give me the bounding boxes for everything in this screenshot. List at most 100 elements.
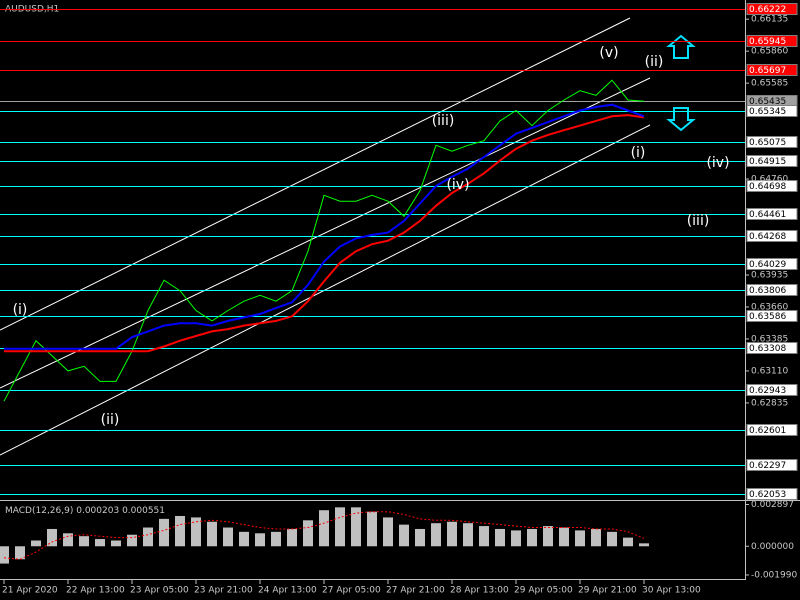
y-tick-label: 0.64760 xyxy=(751,175,788,185)
level-label-box xyxy=(746,230,798,242)
histogram-bar xyxy=(159,518,169,547)
histogram-bar xyxy=(335,507,345,547)
level-label-box xyxy=(746,136,798,148)
level-label-box xyxy=(746,424,798,436)
x-tick-label: 30 Apr 13:00 xyxy=(642,586,701,596)
histogram-bar xyxy=(351,507,361,547)
y-tick-label: 0.63110 xyxy=(751,366,788,376)
histogram-bar xyxy=(527,528,537,547)
series-line xyxy=(4,103,645,350)
histogram-bar xyxy=(15,546,25,560)
histogram-bar xyxy=(575,530,585,547)
histogram-bar xyxy=(639,543,649,547)
histogram-bar xyxy=(255,533,265,547)
histogram-bar xyxy=(79,536,89,547)
histogram-bar xyxy=(383,517,393,547)
histogram-bar xyxy=(143,527,153,547)
histogram-bar xyxy=(271,531,281,547)
histogram-bar xyxy=(303,520,313,547)
histogram-bar xyxy=(239,531,249,547)
level-label: 0.65435 xyxy=(749,97,786,107)
histogram-bar xyxy=(319,510,329,547)
level-label-box xyxy=(746,35,798,47)
level-label-box xyxy=(746,208,798,220)
indicator-value: 0.000203 xyxy=(76,506,119,516)
wave-label: (v) xyxy=(599,45,618,61)
x-tick-label: 29 Apr 21:00 xyxy=(578,586,637,596)
histogram-bar xyxy=(607,531,617,547)
histogram-bar xyxy=(447,521,457,547)
histogram-bar xyxy=(543,526,553,547)
histogram-bar xyxy=(367,511,377,547)
histogram-bar xyxy=(127,534,137,547)
level-label: 0.62053 xyxy=(749,490,786,500)
y-tick-label: 0.000000 xyxy=(751,542,794,552)
wave-label: (i) xyxy=(631,145,646,161)
level-label: 0.62297 xyxy=(749,461,786,471)
y-tick-label: 0.63935 xyxy=(751,271,788,281)
level-label: 0.65945 xyxy=(749,37,786,47)
histogram-bar xyxy=(95,539,105,547)
y-tick-label: 0.65860 xyxy=(751,47,788,57)
level-label-box xyxy=(746,284,798,296)
level-label-box xyxy=(746,384,798,396)
histogram-bar xyxy=(495,528,505,547)
channel-line xyxy=(0,77,651,389)
x-tick-label: 22 Apr 13:00 xyxy=(66,586,125,596)
x-tick-label: 23 Apr 05:00 xyxy=(130,586,189,596)
level-label: 0.64268 xyxy=(749,232,786,242)
level-label-box xyxy=(746,488,798,500)
level-label: 0.64698 xyxy=(749,182,786,192)
wave-label: (ii) xyxy=(645,54,664,70)
level-label-box xyxy=(746,64,798,76)
y-tick-label: 0.63385 xyxy=(751,334,788,344)
x-tick-label: 21 Apr 2020 xyxy=(2,586,58,596)
level-label: 0.62943 xyxy=(749,386,786,396)
histogram-bar xyxy=(431,523,441,547)
histogram-bar xyxy=(0,546,9,564)
y-tick-label: 0.63660 xyxy=(751,302,788,312)
wave-label: (iii) xyxy=(432,113,455,129)
level-label: 0.65697 xyxy=(749,66,786,76)
level-label: 0.63806 xyxy=(749,286,786,296)
indicator-name: MACD(12,26,9) xyxy=(5,506,73,516)
level-label: 0.64915 xyxy=(749,157,786,167)
level-label-box xyxy=(746,459,798,471)
histogram-bar xyxy=(111,540,121,547)
y-tick-label: -0.001990 xyxy=(751,570,797,580)
x-tick-label: 24 Apr 13:00 xyxy=(258,586,317,596)
histogram-bar xyxy=(591,528,601,547)
level-label-box xyxy=(746,180,798,192)
wave-label: (iv) xyxy=(706,155,729,171)
level-label-box xyxy=(746,342,798,354)
histogram-bar xyxy=(511,530,521,547)
x-tick-label: 23 Apr 21:00 xyxy=(194,586,253,596)
level-label-box xyxy=(746,310,798,322)
x-tick-label: 27 Apr 05:00 xyxy=(322,586,381,596)
level-label: 0.62601 xyxy=(749,426,786,436)
histogram-bar xyxy=(399,524,409,547)
down-arrow xyxy=(666,107,696,132)
x-tick-label: 29 Apr 05:00 xyxy=(514,586,573,596)
histogram-bar xyxy=(623,537,633,547)
series-line xyxy=(3,79,645,402)
level-label: 0.64461 xyxy=(749,210,786,220)
indicator-title: MACD(12,26,9) 0.000203 0.000551 xyxy=(5,506,165,516)
histogram-bar xyxy=(63,533,73,547)
level-label: 0.63586 xyxy=(749,312,786,322)
y-tick-label: 0.002897 xyxy=(751,500,794,510)
histogram-bar xyxy=(479,526,489,547)
histogram-bar xyxy=(175,515,185,547)
x-tick-label: 28 Apr 13:00 xyxy=(450,586,509,596)
level-label-box xyxy=(746,155,798,167)
histogram-bar xyxy=(207,521,217,547)
level-label-box xyxy=(746,258,798,270)
series-line xyxy=(3,511,645,560)
wave-label: (i) xyxy=(13,302,28,318)
histogram-bar xyxy=(191,517,201,547)
level-label: 0.64029 xyxy=(749,260,786,270)
x-tick-label: 27 Apr 21:00 xyxy=(386,586,445,596)
histogram-bar xyxy=(287,528,297,547)
